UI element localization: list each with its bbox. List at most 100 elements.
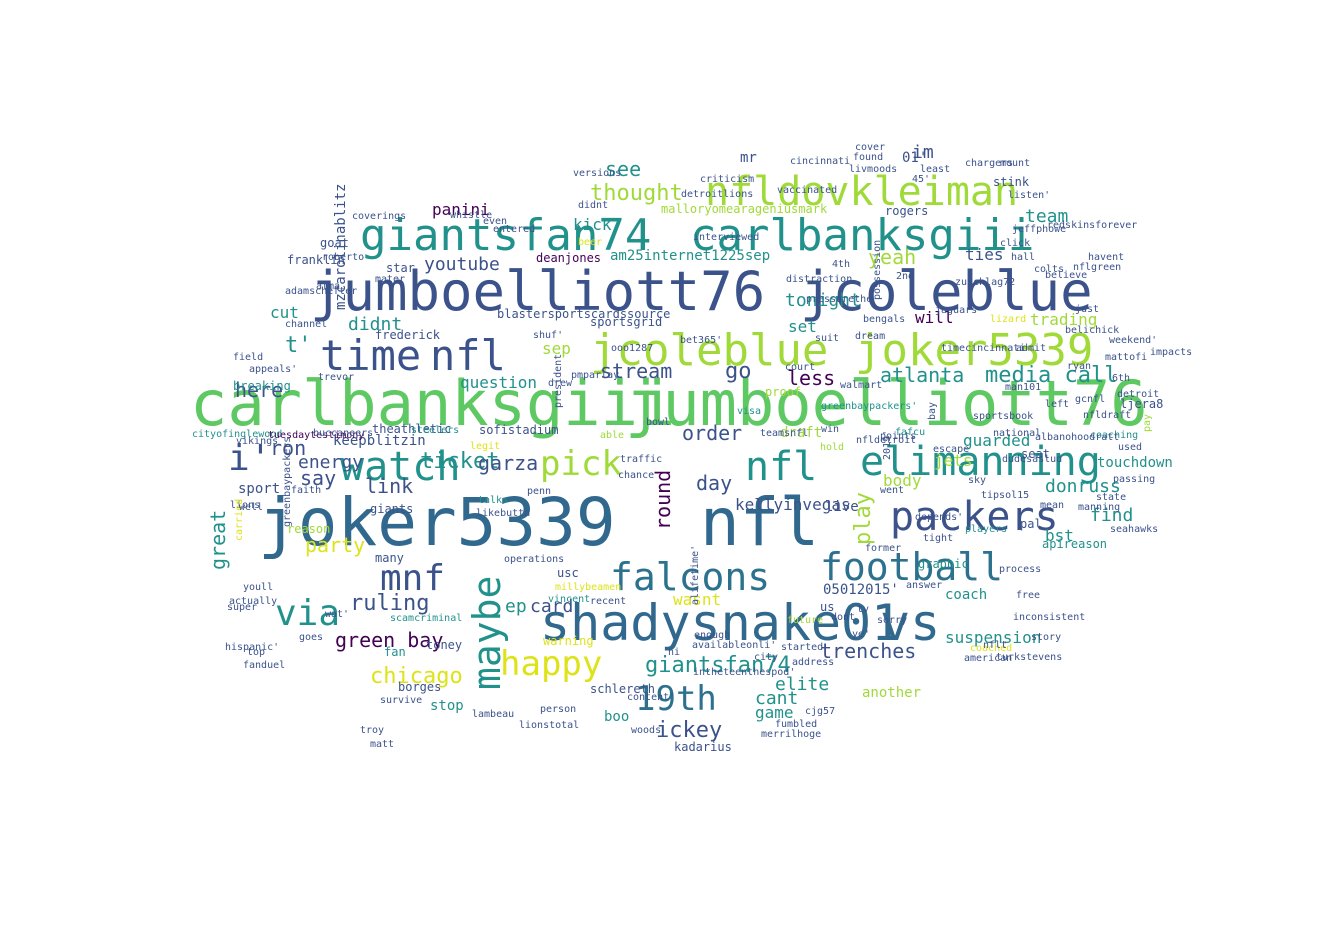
word-cloud-word: lions (230, 500, 260, 511)
word-cloud-word: detroit (1117, 389, 1159, 400)
word-cloud-word: colts (1034, 264, 1064, 275)
word-cloud-word: team (1025, 206, 1068, 227)
word-cloud-word: here (235, 378, 283, 402)
word-cloud-word: whistle (450, 210, 492, 221)
word-cloud-word: appeals' (249, 364, 297, 375)
word-cloud-word: energy (298, 452, 363, 473)
word-cloud-word: national (993, 428, 1041, 439)
word-cloud-word: elimanning (860, 439, 1101, 485)
word-cloud-word: see (605, 157, 641, 181)
word-cloud-word: actually (229, 596, 277, 607)
word-cloud-word: entered (493, 224, 535, 235)
word-cloud-word: teamsnfl (760, 428, 808, 439)
word-cloud-word: us (820, 600, 834, 614)
word-cloud-word: time (320, 331, 421, 380)
word-cloud-word: draft (780, 425, 822, 441)
word-cloud-word: alifetime' (690, 545, 701, 605)
word-cloud-word: hispanic' (225, 642, 279, 653)
word-cloud-word: nfl (700, 484, 819, 561)
word-cloud-word: theathletic (372, 422, 451, 436)
word-cloud-word: millybeamen (555, 582, 621, 593)
word-cloud-word: great (206, 510, 230, 570)
word-cloud-word: lionstotal (519, 720, 579, 731)
word-cloud-word: detroitlions (681, 189, 753, 200)
word-cloud-word: cut (270, 303, 299, 322)
word-cloud-word: via (275, 593, 340, 634)
word-cloud-word: believe (1045, 270, 1087, 281)
word-cloud-word: pressurethe (806, 294, 872, 305)
word-cloud-word: trading (1030, 310, 1097, 329)
word-cloud-word: maybe (465, 576, 509, 690)
word-cloud-word: shuf' (533, 330, 563, 341)
word-cloud-word: 45' (912, 174, 930, 185)
word-cloud-word: bay (927, 402, 938, 420)
word-cloud-word: livmoods (849, 164, 897, 175)
word-cloud-word: reason (287, 522, 330, 536)
word-cloud-word: t' (285, 333, 312, 358)
word-cloud-word: redskinsforever (1047, 220, 1137, 231)
word-cloud-word: roberto (322, 252, 364, 263)
word-cloud-word: greenbaypackers (282, 437, 293, 527)
word-cloud-word: able (600, 430, 624, 441)
word-cloud-word: talks (478, 495, 508, 506)
word-cloud-word: win (821, 424, 839, 435)
word-cloud-word: legit (470, 441, 500, 452)
word-cloud-word: escape (933, 444, 969, 455)
word-cloud-word: sep (542, 339, 571, 358)
word-cloud-word: vs (880, 594, 940, 652)
word-cloud-word: seat (1021, 447, 1050, 461)
word-cloud-word: 6th (1112, 373, 1130, 384)
word-cloud-word: recent (590, 596, 626, 607)
word-cloud-word: stink (993, 175, 1030, 189)
word-cloud-word: points (880, 431, 916, 442)
word-cloud-word: link (365, 474, 413, 498)
word-cloud-word: court (785, 362, 815, 373)
word-cloud-word: deanjones (536, 251, 601, 265)
word-cloud-word: fafcu (895, 427, 925, 438)
word-cloud-word: warning (543, 634, 594, 648)
word-cloud-word: football (820, 545, 1003, 589)
word-cloud-word: rogers (885, 204, 928, 218)
word-cloud-word: greenbaypackers' (821, 401, 917, 412)
word-cloud-word: albanohoodratt (1035, 432, 1119, 443)
word-cloud-word: suit (815, 333, 839, 344)
word-cloud-word: traffic (620, 454, 662, 465)
word-cloud-word: nfl (430, 331, 506, 380)
word-cloud-word: started (781, 642, 823, 653)
word-cloud-word: troy (360, 725, 384, 736)
word-cloud-word: chicago (370, 664, 463, 689)
word-cloud-word: garza (478, 451, 538, 475)
word-cloud-word: merrilhoge (761, 729, 821, 740)
word-cloud-word: ep (505, 596, 527, 617)
word-cloud-word: state (1096, 492, 1126, 503)
word-cloud-word: left (1045, 399, 1069, 410)
word-cloud-word: survive (380, 695, 422, 706)
word-cloud-word: donruss (1045, 476, 1121, 497)
word-cloud-word: play (851, 492, 876, 545)
word-cloud-word: didnt (348, 314, 402, 335)
word-cloud-word: ties (965, 245, 1004, 264)
word-cloud-word: usc (557, 566, 579, 580)
word-cloud-word: manning (1078, 502, 1120, 513)
word-cloud-word: story (1031, 632, 1061, 643)
word-cloud-word: mean (1040, 500, 1064, 511)
word-cloud-word: buccaneers (313, 428, 373, 439)
word-cloud-word: bet365' (680, 335, 722, 346)
word-cloud-word: suspension (945, 628, 1041, 647)
word-cloud-word: president (553, 354, 564, 408)
word-cloud-word: yeah (868, 245, 916, 269)
word-cloud-word: availableonli' (692, 640, 776, 651)
word-cloud-word: vikings (236, 436, 278, 447)
word-cloud-word: 05012015' (823, 582, 899, 598)
word-cloud-word: card (530, 596, 573, 617)
word-cloud-word: proof (765, 385, 801, 399)
word-cloud-word: found (853, 152, 883, 163)
word-cloud-word: chance (618, 470, 654, 481)
word-cloud-word: future (787, 615, 823, 626)
word-cloud-word: giants (370, 502, 413, 516)
word-cloud-word: dream (855, 331, 885, 342)
word-cloud-word: giantsfan74 (645, 653, 791, 678)
word-cloud-word: sportsgrid (590, 315, 662, 329)
word-cloud-word: mr (740, 150, 757, 166)
word-cloud-word: visa (737, 406, 761, 417)
